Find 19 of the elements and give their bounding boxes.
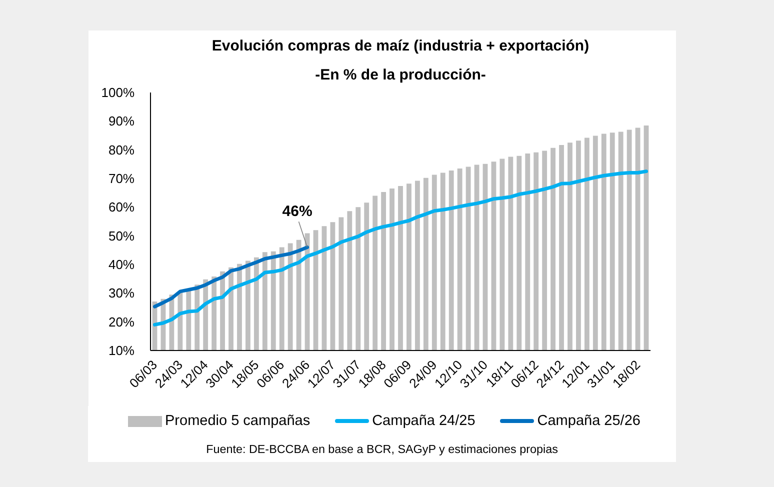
legend-label: Campaña 24/25 [371,412,476,431]
y-tick-label: 60% [108,200,135,215]
y-tick-label: 10% [108,343,135,358]
line-series [152,246,310,308]
y-tick-label: 70% [108,171,135,186]
legend-label: Promedio 5 campañas [164,412,310,431]
legend-label: Campaña 25/26 [536,412,640,431]
chart-title: Evolución compras de maíz (industria + exportación) [212,38,590,54]
y-tick-label: 100% [101,85,135,100]
y-tick-label: 20% [108,314,135,330]
y-tick-label: 90% [108,114,135,129]
y-tick-label: 50% [108,228,135,244]
y-tick-label: 30% [108,286,135,301]
data-label: 46% [282,202,312,220]
source-note: Fuente: DE-BCCBA en base a BCR, SAGyP y estimaciones propias [205,442,559,458]
line-series [152,170,648,326]
y-tick-label: 80% [108,142,135,158]
y-tick-label: 40% [108,257,135,272]
chart-subtitle: -En % de la producción- [315,66,486,84]
